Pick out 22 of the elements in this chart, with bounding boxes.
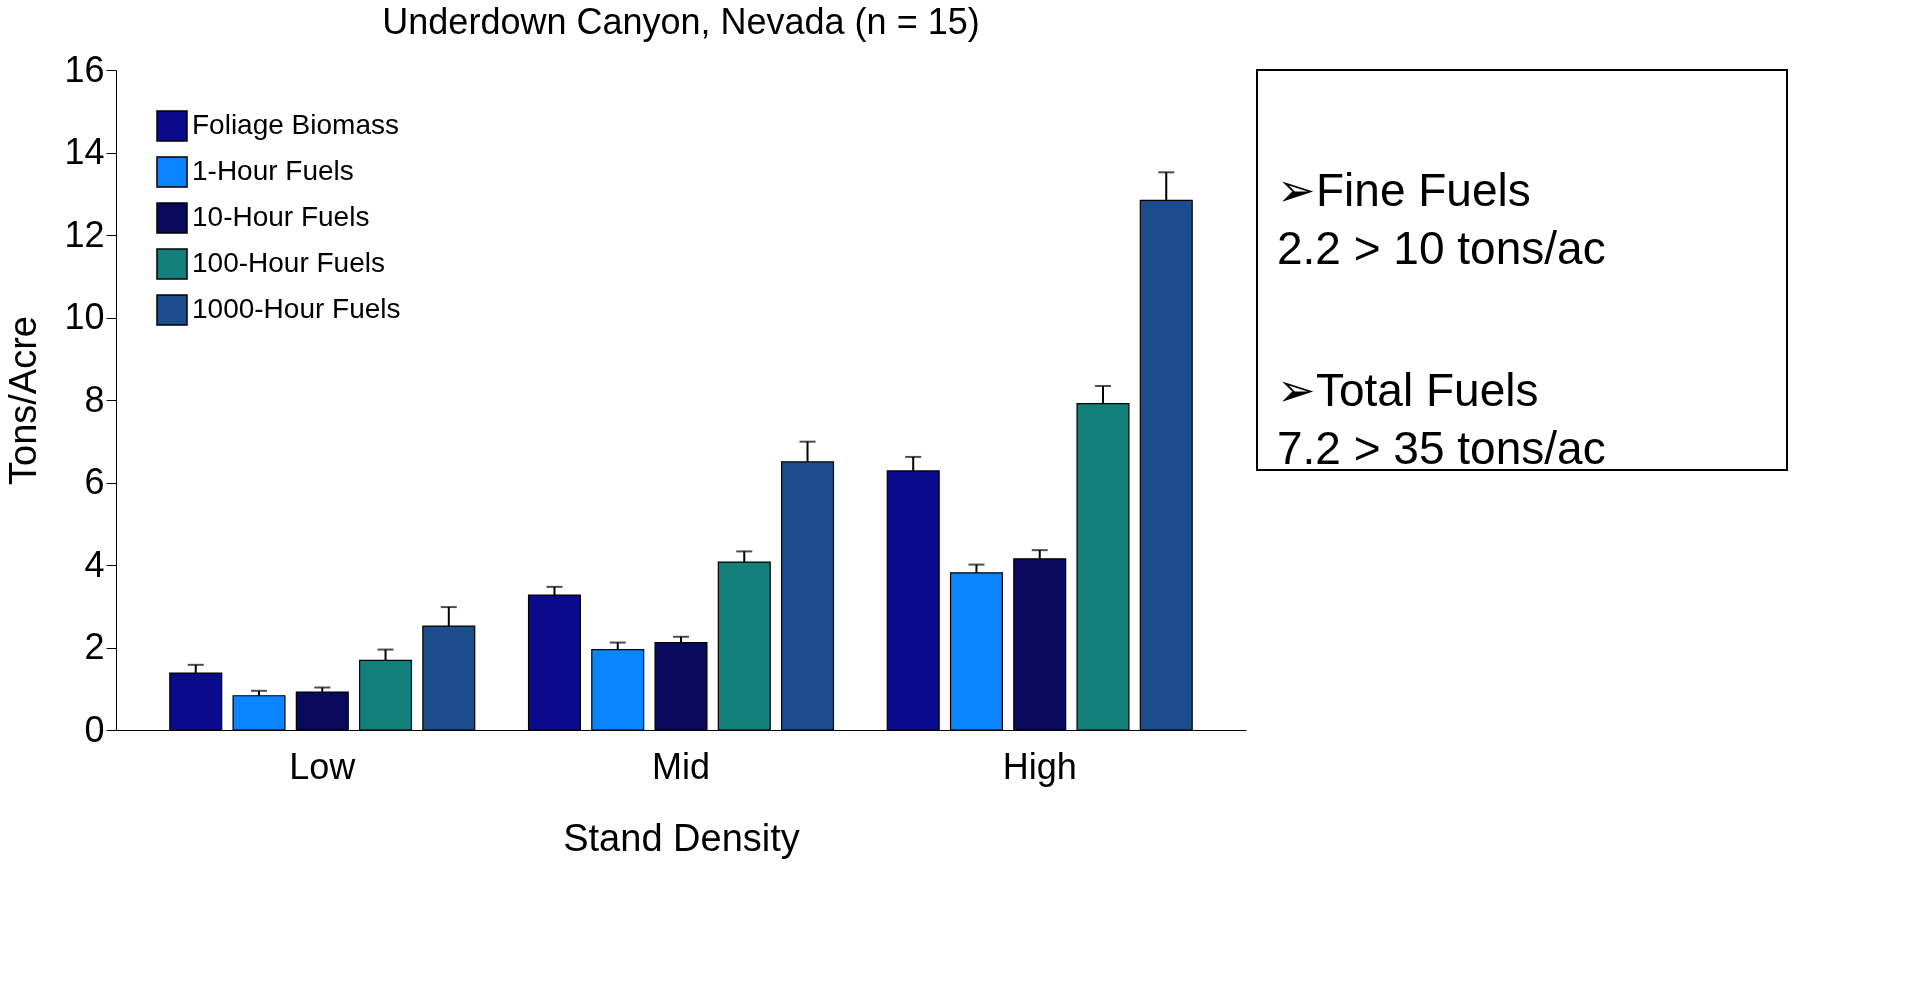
y-tick-label: 16	[64, 48, 105, 90]
x-tick-label: High	[1002, 745, 1077, 787]
x-axis-title: Stand Density	[563, 816, 800, 859]
chart-title: Underdown Canyon, Nevada (n = 15)	[382, 1, 980, 42]
y-tick-label: 14	[64, 131, 105, 172]
y-tick-label: 10	[64, 296, 105, 337]
y-tick-label: 2	[84, 626, 105, 667]
y-tick-label: 4	[84, 543, 105, 585]
x-tick-label: Mid	[651, 745, 711, 787]
legend-label: 100-Hour Fuels	[192, 247, 385, 278]
y-tick-label: 12	[64, 213, 105, 255]
text: ➢Fine Fuels 2.2 > 10 tons/ac	[1277, 164, 1606, 274]
legend-label: 10-Hour Fuels	[192, 201, 370, 232]
y-tick-label: 0	[84, 708, 105, 750]
legend-label: 1000-Hour Fuels	[192, 293, 401, 324]
legend-label: Foliage Biomass	[192, 109, 399, 140]
x-tick-label: Low	[289, 745, 357, 787]
y-tick-label: 8	[84, 378, 105, 420]
y-tick-label: 6	[84, 461, 105, 502]
y-axis-title: Tons/Acre	[2, 316, 45, 485]
text: ➢Total Fuels 7.2 > 35 tons/ac	[1277, 364, 1606, 474]
legend-label: 1-Hour Fuels	[192, 155, 354, 186]
